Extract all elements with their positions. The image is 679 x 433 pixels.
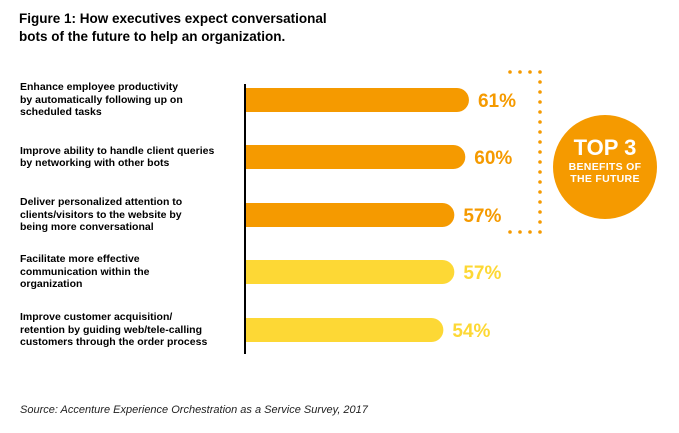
category-label: Improve customer acquisition/retention b… (20, 311, 235, 349)
bracket-dot (508, 70, 512, 74)
bracket-dot (538, 190, 542, 194)
bracket-dot (528, 230, 532, 234)
bar-value-label: 60% (474, 148, 512, 169)
badge-title: TOP 3 (573, 135, 637, 160)
badge-subtitle-line-1: BENEFITS OF (568, 161, 642, 173)
bar-value-label: 61% (478, 91, 516, 112)
bar-base (246, 145, 270, 169)
top-3-badge: TOP 3 BENEFITS OF THE FUTURE (553, 115, 657, 219)
bar-value-label: 57% (463, 263, 501, 284)
bar-base (246, 88, 270, 112)
category-label-line: being more conversational (20, 221, 154, 234)
category-label-line: Improve customer acquisition/ (20, 311, 173, 324)
category-label: Deliver personalized attention to clients… (20, 196, 235, 234)
bracket-dot (538, 90, 542, 94)
chart-title-line-1: Figure 1: How executives expect conversa… (19, 11, 327, 26)
bracket-dot (538, 220, 542, 224)
category-label-line: communication within the (20, 265, 150, 278)
bracket-dot (538, 170, 542, 174)
bracket-dot (538, 160, 542, 164)
bar (246, 318, 444, 342)
bar-base (246, 318, 270, 342)
category-label-line: Facilitate more effective (20, 253, 140, 266)
bracket-dot (518, 230, 522, 234)
category-label-line: by networking with other bots (20, 157, 170, 169)
category-label-line: clients/visitors to the website by (20, 208, 182, 221)
category-label-line: by automatically following up on (20, 93, 183, 106)
bracket-dot (538, 230, 542, 234)
category-label: Facilitate more effective communication w… (20, 253, 235, 291)
bracket-dot (538, 150, 542, 154)
bracket-dot (538, 120, 542, 124)
category-label: Improve ability to handle client queries… (20, 145, 235, 170)
bracket-dot (538, 100, 542, 104)
bracket-dot (538, 210, 542, 214)
category-label-line: retention by guiding web/tele-calling (20, 323, 203, 336)
category-label-line: Enhance employee productivity (20, 81, 179, 94)
bar-value-label: 57% (463, 206, 501, 227)
chart-title-line-2: bots of the future to help an organizati… (19, 29, 286, 44)
category-label-line: organization (20, 278, 83, 291)
category-label-line: Improve ability to handle client queries (20, 144, 215, 157)
bracket-dot (538, 80, 542, 84)
bar (246, 145, 466, 169)
bar-base (246, 260, 270, 284)
bar-base (246, 203, 270, 227)
badge-subtitle-line-2: THE FUTURE (570, 173, 640, 185)
bar (246, 88, 469, 112)
category-label-line: Deliver personalized attention to (20, 196, 183, 209)
category-label-line: customers through the order process (20, 336, 208, 349)
bracket-dot (538, 200, 542, 204)
category-label: Enhance employee productivity by automati… (20, 81, 235, 119)
bar (246, 203, 455, 227)
bar-value-label: 54% (452, 321, 490, 342)
bracket-dot (518, 70, 522, 74)
source-note: Source: Accenture Experience Orchestrati… (20, 404, 368, 416)
chart-title: Figure 1: How executives expect conversa… (19, 10, 379, 46)
bar (246, 260, 455, 284)
bracket-dot (538, 130, 542, 134)
bracket-dot (528, 70, 532, 74)
bracket-dot (538, 180, 542, 184)
bracket-dot (508, 230, 512, 234)
category-label-line: scheduled tasks (20, 106, 102, 119)
bracket-dot (538, 110, 542, 114)
bracket-dot (538, 140, 542, 144)
bracket-dot (538, 70, 542, 74)
